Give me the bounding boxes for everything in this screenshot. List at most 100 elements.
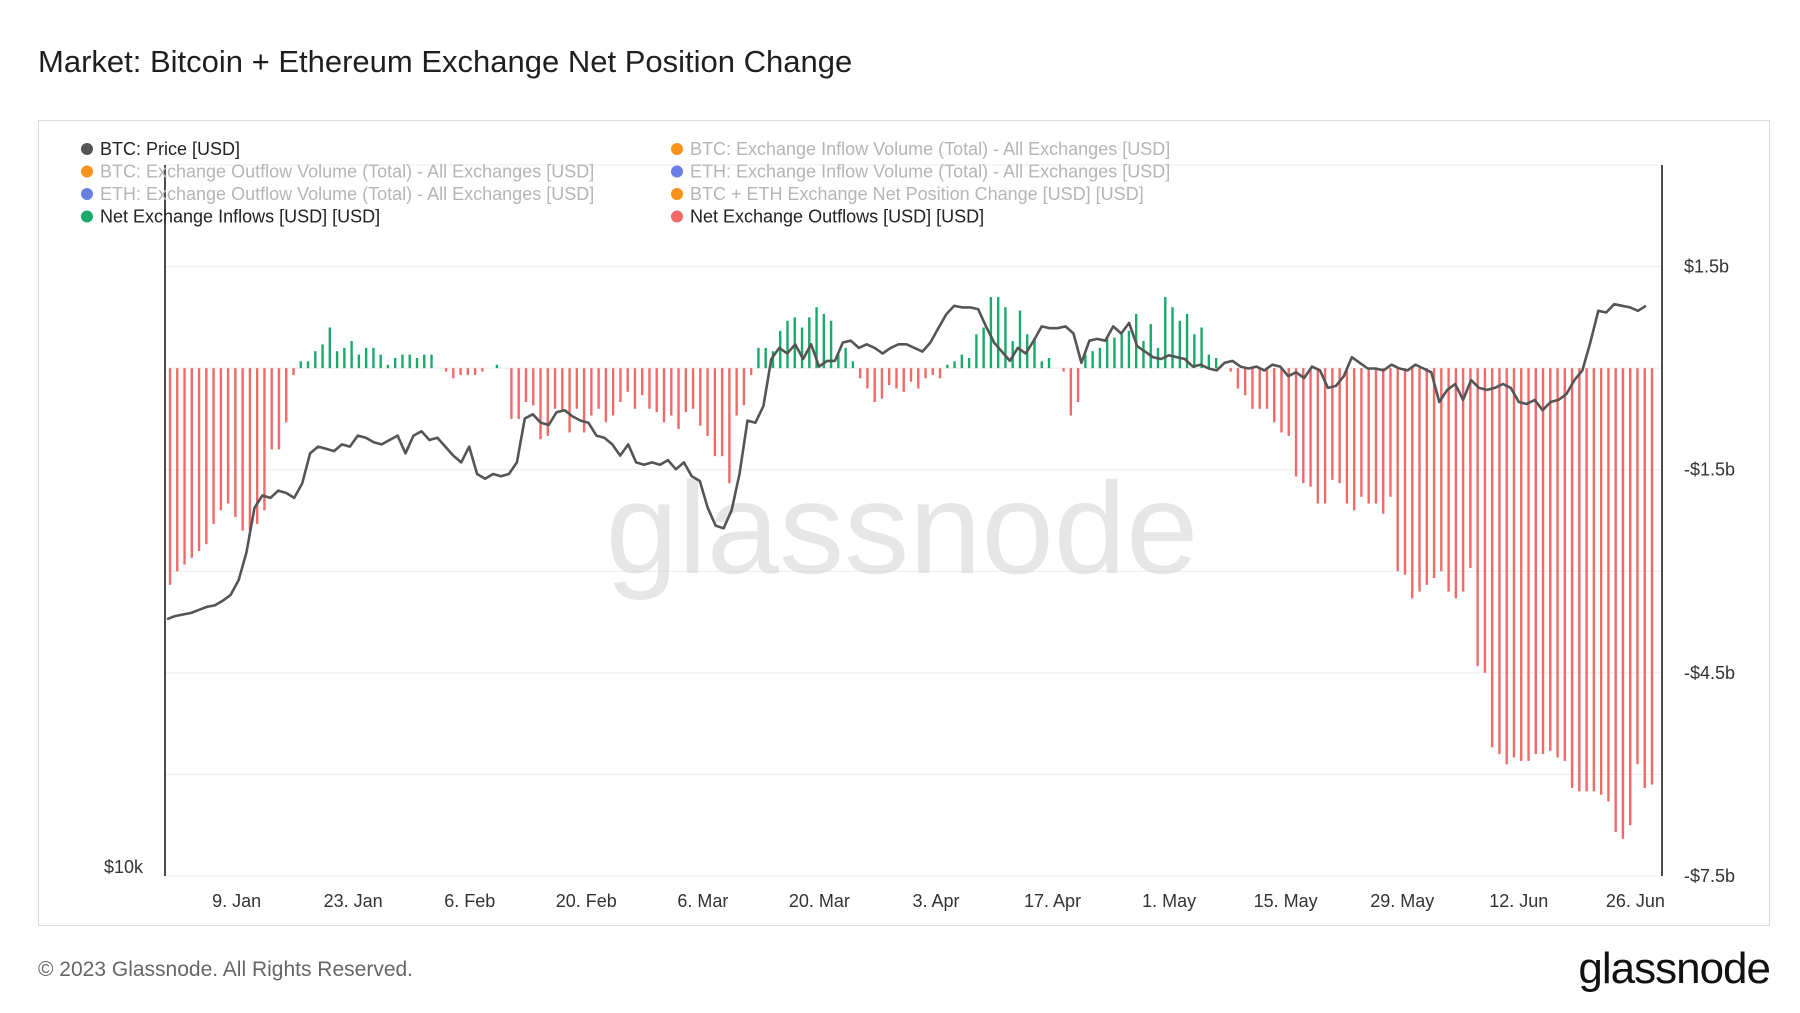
outflow-bar [895,368,898,389]
outflow-bar [1280,368,1283,433]
inflow-bar [786,320,789,369]
legend-dot-icon [81,143,93,155]
legend-item[interactable]: ETH: Exchange Inflow Volume (Total) - Al… [671,162,1170,182]
legend-dot-icon [81,165,93,178]
outflow-bar [226,368,230,504]
outflow-bar [1411,368,1414,599]
inflow-bar [1214,357,1218,369]
outflow-bar [292,368,295,375]
x-tick-label: 3. Apr [912,891,959,911]
outflow-bar [1382,368,1385,514]
legend-label: ETH: Exchange Inflow Volume (Total) - Al… [690,162,1170,182]
legend-label: ETH: Exchange Outflow Volume (Total) - A… [100,184,594,204]
glassnode-logo: glassnode [1578,944,1771,993]
inflow-bar [851,361,855,369]
outflow-bar [1309,368,1312,487]
inflow-bar [306,361,310,369]
outflow-bar [582,368,586,433]
copyright-footer: © 2023 Glassnode. All Rights Reserved. [38,958,414,981]
x-tick-label: 23. Jan [324,891,383,911]
outflow-bar [1483,368,1487,673]
inflow-bar [415,357,419,369]
outflow-bar [1621,368,1625,839]
inflow-bar [1113,337,1116,369]
legend-item[interactable]: Net Exchange Inflows [USD] [USD] [81,207,380,227]
outflow-bar [1287,368,1290,436]
inflow-bar [357,354,361,369]
x-tick-label: 12. Jun [1489,891,1548,911]
outflow-bar [481,368,484,372]
outflow-bar [459,368,462,375]
legend-item[interactable]: BTC: Exchange Inflow Volume (Total) - Al… [671,139,1170,159]
outflow-bar [277,368,281,450]
outflow-bar [1302,368,1305,484]
inflow-bar [321,344,324,369]
legend-item[interactable]: BTC + ETH Exchange Net Position Change [… [671,184,1144,204]
inflow-bar [829,320,833,369]
outflow-bar [1650,368,1654,785]
outflow-bar [604,368,608,423]
outflow-bar [1236,368,1240,389]
inflow-bar [328,327,332,369]
legend-item[interactable]: Net Exchange Outflows [USD] [USD] [671,207,984,227]
outflow-bar [1541,368,1545,755]
inflow-bar [989,297,993,369]
outflow-bar [677,368,680,430]
outflow-bar [880,368,884,399]
outflow-bar [510,368,513,419]
inflow-bar [394,357,397,369]
outflow-bar [1360,368,1363,497]
legend-item[interactable]: BTC: Exchange Outflow Volume (Total) - A… [81,162,594,182]
inflow-bar [764,347,767,369]
legend-item[interactable]: ETH: Exchange Outflow Volume (Total) - A… [81,184,594,204]
inflow-bar [808,317,811,369]
outflow-bar [924,368,927,379]
outflow-bar [452,368,455,379]
outflow-bar [1629,368,1632,826]
outflow-bar [1607,368,1610,802]
inflow-bar [982,327,985,369]
outflow-bar [1258,368,1261,409]
outflow-bar [444,368,448,372]
inflow-bar [771,351,775,369]
outflow-bar [655,368,658,413]
outflow-bar [1069,368,1073,416]
outflow-bar [1476,368,1479,667]
inflow-bar [975,334,978,369]
inflow-bar [1185,313,1189,369]
legend-dot-icon [671,143,683,155]
right-tick-label: $1.5b [1684,257,1729,277]
legend-label: BTC: Exchange Outflow Volume (Total) - A… [100,162,594,182]
outflow-bar [1418,368,1421,592]
outflow-bar [713,368,717,457]
outflow-bar [1614,368,1617,832]
right-tick-label: -$7.5b [1684,866,1735,886]
outflow-bar [720,368,724,457]
outflow-bar [1323,368,1327,504]
price-layer [166,302,1647,621]
outflow-bar [1062,368,1065,372]
outflow-bar [749,368,753,375]
inflow-bar [1105,337,1109,369]
inflow-bar [793,317,796,369]
x-tick-label: 9. Jan [212,891,261,911]
inflow-bar [844,347,847,369]
outflow-bar [1512,368,1516,758]
outflow-bar [1490,368,1494,748]
inflow-bar [299,361,302,369]
outflow-bar [866,368,869,389]
outflow-bar [1243,368,1247,396]
inflow-bar [386,364,390,369]
inflow-bar [1091,351,1094,369]
outflow-bar [1345,368,1349,504]
outflow-bar [742,368,746,406]
inflow-bar [1178,320,1181,369]
inflow-bar [996,297,1000,369]
inflow-bar [314,351,317,369]
outflow-bar [1273,368,1276,423]
outflow-bar [255,368,259,524]
outflow-bar [212,368,215,524]
legend-item[interactable]: BTC: Price [USD] [81,139,240,159]
inflow-bar [1018,310,1022,369]
inflow-bar [946,364,949,369]
